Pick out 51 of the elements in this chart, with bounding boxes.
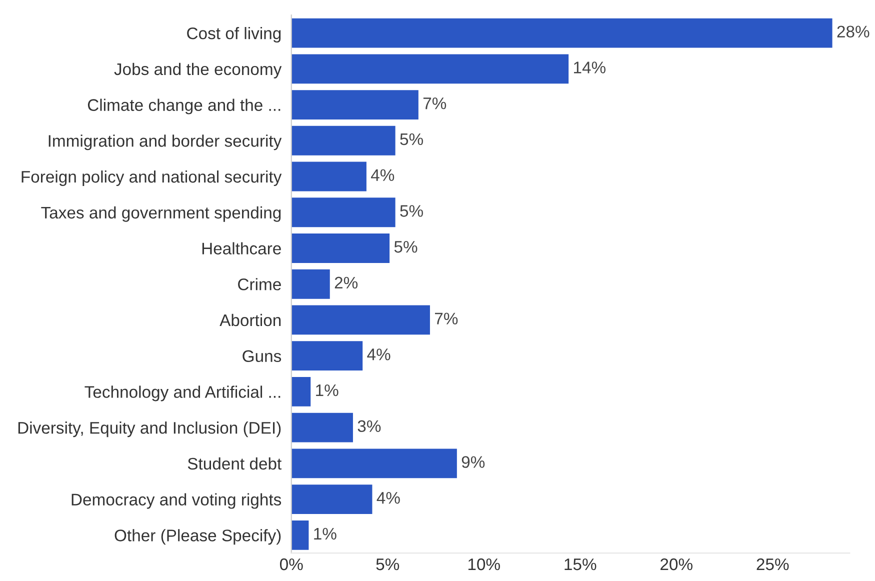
bar bbox=[291, 54, 569, 84]
bar bbox=[291, 520, 309, 550]
y-tick-label: Taxes and government spending bbox=[41, 206, 281, 222]
bar bbox=[291, 126, 396, 156]
data-label: 4% bbox=[371, 169, 394, 181]
data-label: 3% bbox=[358, 420, 381, 432]
bar bbox=[291, 234, 390, 263]
bar bbox=[291, 162, 366, 192]
x-tick-label: 10% bbox=[468, 558, 500, 570]
y-tick-label: Abortion bbox=[220, 314, 281, 326]
x-tick-label: 0% bbox=[280, 558, 303, 570]
y-tick-label: Crime bbox=[238, 278, 281, 290]
y-tick-label: Technology and Artificial ... bbox=[84, 386, 280, 402]
y-tick-label: Jobs and the economy bbox=[114, 62, 282, 78]
bar bbox=[291, 448, 457, 478]
data-label: 7% bbox=[434, 312, 458, 324]
y-tick-label: Climate change and the ... bbox=[88, 98, 280, 114]
y-tick-label: Guns bbox=[242, 350, 282, 362]
data-label: 5% bbox=[400, 205, 423, 217]
bar bbox=[291, 18, 832, 48]
data-label: 28% bbox=[837, 26, 870, 38]
y-tick-label: Diversity, Equity and Inclusion (DEI) bbox=[18, 422, 281, 438]
data-label: 5% bbox=[400, 133, 423, 146]
y-tick-label: Student debt bbox=[188, 457, 282, 470]
bar bbox=[291, 484, 372, 514]
data-label: 1% bbox=[316, 384, 338, 396]
bar bbox=[291, 269, 330, 299]
y-tick-label: Immigration and border security bbox=[48, 134, 282, 150]
data-label: 9% bbox=[462, 456, 485, 468]
bar bbox=[291, 305, 430, 335]
bar bbox=[291, 198, 396, 228]
bar bbox=[291, 412, 353, 442]
data-label: 14% bbox=[574, 62, 606, 74]
x-tick-label: 20% bbox=[660, 558, 692, 570]
x-tick-label: 15% bbox=[564, 558, 596, 570]
bar bbox=[291, 341, 363, 371]
bar bbox=[291, 90, 418, 120]
data-label: 7% bbox=[423, 98, 446, 110]
x-tick-label: 5% bbox=[376, 558, 400, 570]
y-tick-label: Foreign policy and national security bbox=[22, 170, 282, 186]
y-tick-label: Democracy and voting rights bbox=[72, 493, 282, 509]
data-label: 4% bbox=[376, 492, 400, 504]
x-tick-label: 25% bbox=[756, 558, 789, 570]
data-label: 2% bbox=[334, 276, 358, 289]
bar bbox=[291, 377, 311, 406]
y-tick-label: Other (Please Specify) bbox=[114, 529, 281, 545]
data-label: 4% bbox=[367, 348, 390, 360]
y-tick-label: Cost of living bbox=[187, 27, 281, 43]
y-tick-label: Healthcare bbox=[202, 242, 281, 254]
data-label: 5% bbox=[394, 240, 418, 253]
data-label: 1% bbox=[314, 528, 336, 540]
